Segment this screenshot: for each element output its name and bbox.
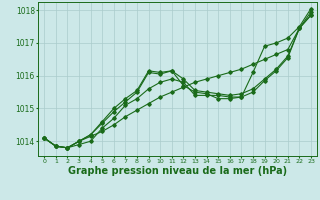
X-axis label: Graphe pression niveau de la mer (hPa): Graphe pression niveau de la mer (hPa) <box>68 166 287 176</box>
